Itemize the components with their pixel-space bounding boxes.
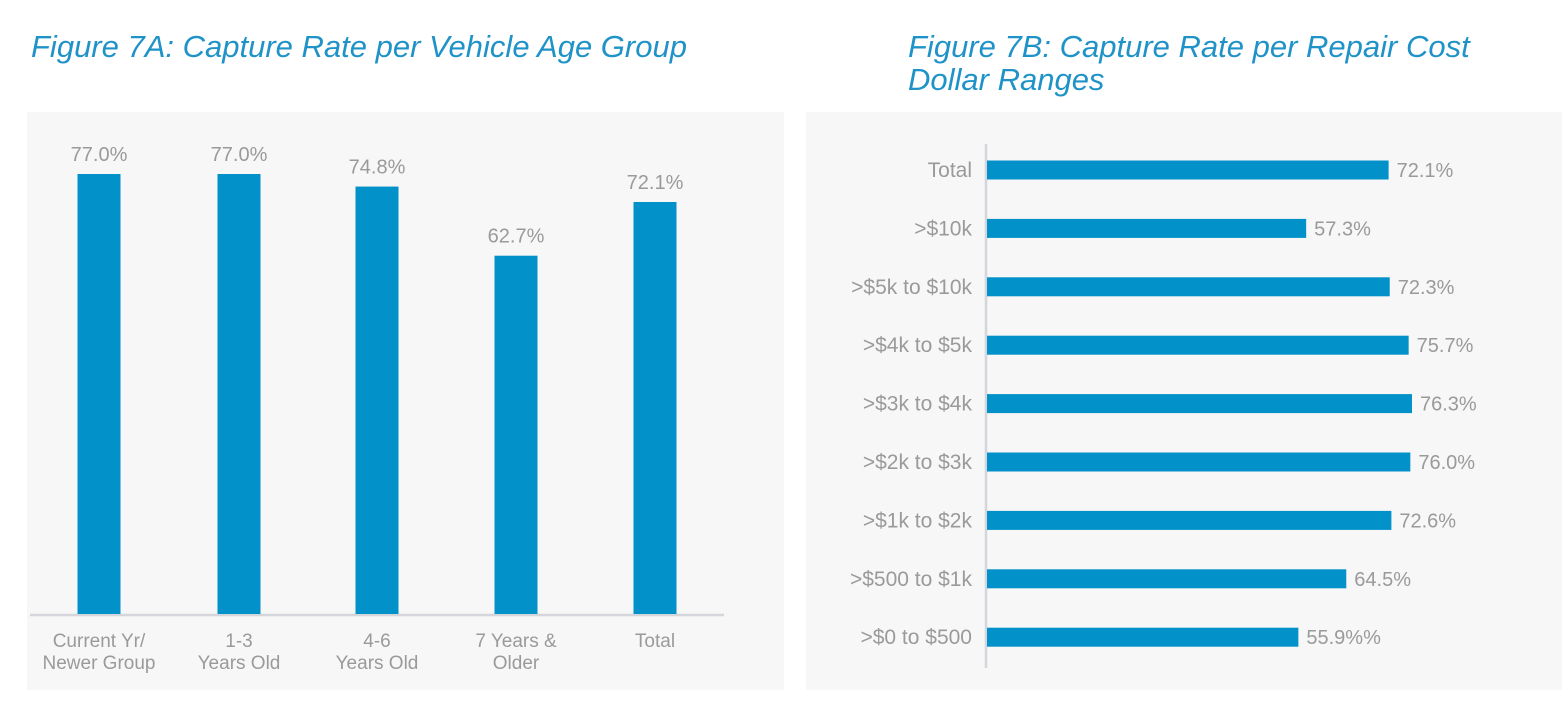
y-tick-label-6: >$2k to $3k — [863, 451, 973, 474]
bar-5 — [633, 202, 677, 614]
data-label-6: 76.0% — [1418, 452, 1475, 474]
data-label-2: 57.3% — [1314, 218, 1371, 240]
y-tick-label-8: >$500 to $1k — [850, 568, 973, 591]
y-tick-label-2: >$10k — [914, 217, 972, 240]
bar-1 — [77, 174, 121, 614]
data-label-5: 76.3% — [1420, 394, 1477, 416]
vehicle-age-bar-chart: 77.0%Current Yr/Newer Group77.0%1-3Years… — [30, 144, 724, 674]
data-label-5: 72.1% — [627, 172, 684, 194]
bar-4 — [494, 255, 538, 614]
data-label-3: 72.3% — [1398, 277, 1455, 299]
data-label-9: 55.9%% — [1306, 627, 1381, 649]
x-tick-label-4-line-1: 7 Years & — [475, 631, 557, 652]
y-tick-label-5: >$3k to $4k — [863, 393, 973, 416]
figure-7a-title: Figure 7A: Capture Rate per Vehicle Age … — [31, 29, 687, 64]
bar-3 — [987, 277, 1390, 297]
data-label-1: 72.1% — [1397, 160, 1454, 182]
y-tick-label-3: >$5k to $10k — [851, 276, 972, 299]
repair-cost-bar-chart: Total 72.1% >$10k 57.3% >$5k to $10k 72.3% >$4… — [850, 144, 1477, 668]
y-tick-label-4: >$4k to $5k — [863, 334, 973, 357]
bar-2 — [217, 174, 261, 614]
bar-7 — [987, 510, 1392, 530]
data-label-3: 74.8% — [349, 157, 406, 179]
data-label-8: 64.5% — [1354, 569, 1411, 591]
bar-2 — [987, 218, 1307, 238]
data-label-2: 77.0% — [211, 144, 268, 166]
x-tick-label-3-line-1: 4-6 — [363, 631, 390, 652]
figure-7b-panel: Total 72.1% >$10k 57.3% >$5k to $10k 72.3% >$4… — [806, 112, 1562, 690]
figure-7b-title: Figure 7B: Capture Rate per Repair Cost … — [908, 29, 1470, 97]
x-tick-label-4-line-2: Older — [493, 653, 540, 674]
data-label-1: 77.0% — [71, 144, 128, 166]
y-tick-label-9: >$0 to $500 — [860, 626, 972, 649]
x-tick-label-1-line-1: Current Yr/ — [53, 631, 146, 652]
bar-9 — [987, 627, 1299, 647]
figure-7a-panel: 77.0% Current Yr/Newer Group 77.0% 1-3 Years… — [27, 112, 784, 690]
data-label-7: 72.6% — [1399, 510, 1456, 532]
bar-6 — [987, 452, 1411, 472]
x-tick-label-2-line-1: 1-3 — [225, 631, 252, 652]
x-tick-label-5: Total — [635, 631, 675, 652]
data-label-4: 75.7% — [1417, 335, 1474, 357]
bar-5 — [987, 394, 1412, 414]
bar-3 — [355, 186, 399, 615]
y-tick-label-7: >$1k to $2k — [863, 509, 973, 532]
bar-1 — [987, 160, 1389, 180]
y-tick-label-1: Total — [928, 159, 972, 182]
bar-4 — [987, 335, 1409, 355]
x-tick-label-3-line-2: Years Old — [336, 653, 419, 674]
x-tick-label-2-line-2: Years Old — [198, 653, 281, 674]
x-tick-label-1-line-2: Newer Group — [43, 653, 156, 674]
data-label-4: 62.7% — [488, 226, 545, 248]
bar-8 — [987, 569, 1347, 589]
